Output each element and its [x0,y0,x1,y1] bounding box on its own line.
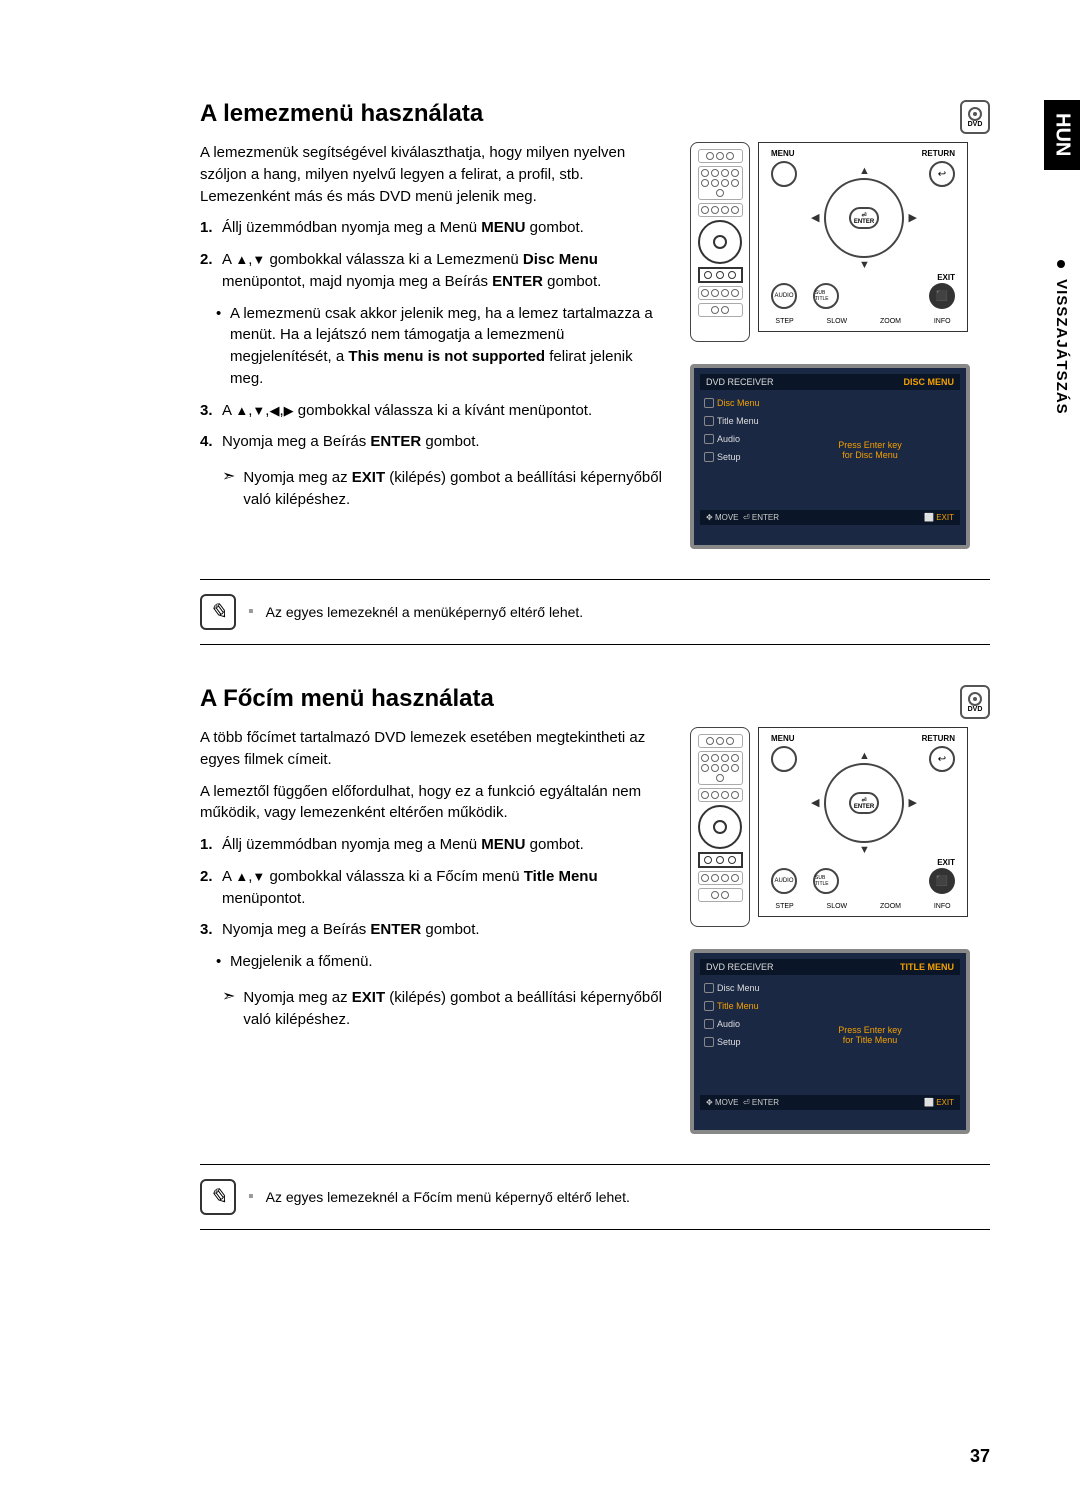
arrow-icon: ➣ [222,987,235,1031]
section2-title: A Főcím menü használata [200,685,494,713]
remote-row-hl [698,852,743,868]
section1-note: ✎ ▪ Az egyes lemezeknél a menüképernyő e… [200,579,990,645]
section1-title: A lemezmenü használata [200,100,483,128]
section2-note: ✎ ▪ Az egyes lemezeknél a Főcím menü kép… [200,1164,990,1230]
navpad-diagram: MENU RETURN ↩ ⏎ENTER ▲ ▼ ◀ ▶ EXIT AUDIO … [758,727,968,917]
section1-exit-note: ➣ Nyomja meg az EXIT (kilépés) gombot a … [200,467,670,511]
section1-step4: 4.Nyomja meg a Beírás ENTER gombot. [200,431,670,453]
note-icon: ✎ [200,1179,236,1215]
navpad-diagram: MENU RETURN ↩ ⏎ENTER ▲ ▼ ◀ ▶ EXIT AUDIO … [758,142,968,332]
section1-text: A lemezmenük segítségével kiválaszthatja… [200,142,670,549]
arrow-icon: ➣ [222,467,235,511]
remote-illustration [690,727,750,927]
section1-step1: 1.Állj üzemmódban nyomja meg a Menü MENU… [200,217,670,239]
section2-intro2: A lemeztől függően előfordulhat, hogy ez… [200,781,670,825]
section2-step2: 2.A ▲,▼ gombokkal válassza ki a Főcím me… [200,866,670,910]
side-label-section: VISSZAJÁTSZÁS [1053,260,1070,415]
section2-step1: 1.Állj üzemmódban nyomja meg a Menü MENU… [200,834,670,856]
osd-title-menu: DVD RECEIVERTITLE MENU Disc Menu Title M… [690,949,970,1134]
section1-sub: A lemezmenü csak akkor jelenik meg, ha a… [200,303,670,390]
remote-navpad-hl [698,220,742,264]
osd-disc-menu: DVD RECEIVERDISC MENU Disc Menu Title Me… [690,364,970,549]
bullet-dot [1057,260,1065,268]
section2-step3: 3.Nyomja meg a Beírás ENTER gombot. [200,919,670,941]
section2-intro1: A több főcímet tartalmazó DVD lemezek es… [200,727,670,771]
section2-exit-note: ➣ Nyomja meg az EXIT (kilépés) gombot a … [200,987,670,1031]
side-tab-lang: HUN [1044,100,1080,170]
section1-step2: 2.A ▲,▼ gombokkal válassza ki a Lemezmen… [200,249,670,293]
note-icon: ✎ [200,594,236,630]
page-number: 37 [970,1446,990,1467]
dvd-badge-icon: DVD [960,685,990,719]
section2-text: A több főcímet tartalmazó DVD lemezek es… [200,727,670,1134]
remote-row-hl [698,267,743,283]
remote-navpad-hl [698,805,742,849]
dvd-badge-icon: DVD [960,100,990,134]
section1-step3: 3.A ▲,▼,◀,▶ gombokkal válassza ki a kívá… [200,400,670,422]
remote-illustration [690,142,750,342]
section2-step3-sub: Megjelenik a főmenü. [200,951,670,973]
section1-intro: A lemezmenük segítségével kiválaszthatja… [200,142,670,207]
